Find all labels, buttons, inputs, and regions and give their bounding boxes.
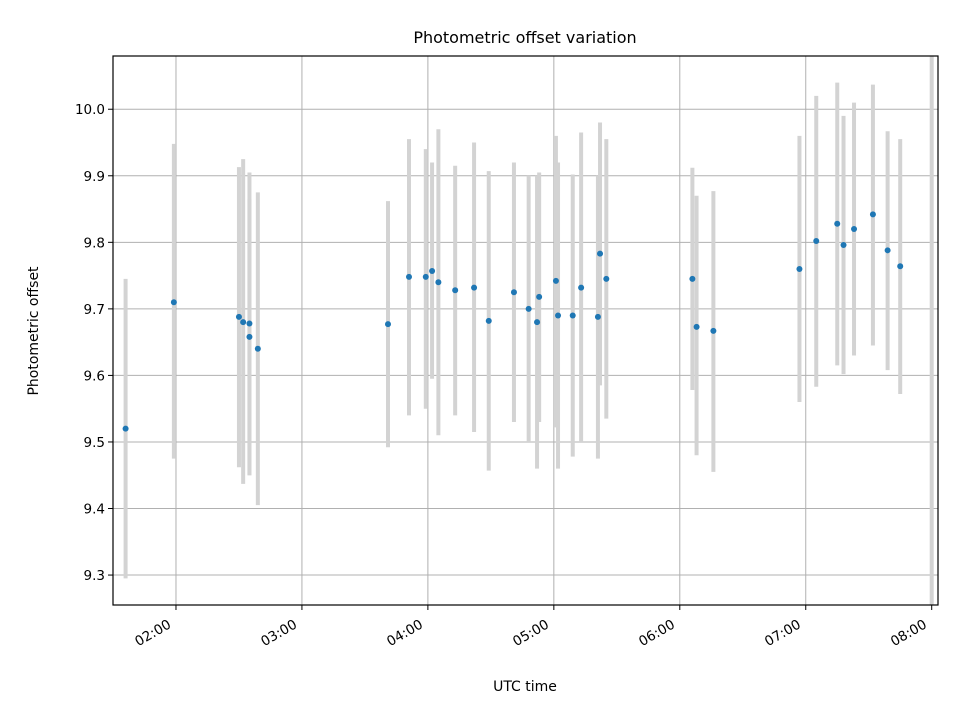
data-point: [429, 267, 436, 274]
data-point: [603, 275, 610, 282]
data-point: [235, 313, 242, 320]
data-point: [693, 323, 700, 330]
data-point: [597, 250, 604, 257]
data-point: [594, 313, 601, 320]
data-point: [813, 237, 820, 244]
data-point: [385, 321, 391, 328]
y-axis-ticks: 9.3 9.4 9.5 9.6 9.7 9.8 9.9 10.0: [75, 102, 113, 584]
data-point: [254, 345, 261, 352]
plot-area-frame: [112, 55, 939, 606]
data-point: [170, 299, 177, 306]
y-tick-label: 9.6: [84, 368, 105, 384]
data-point: [435, 279, 442, 286]
y-tick-label: 10.0: [75, 102, 105, 118]
data-point: [796, 265, 803, 272]
y-tick-label: 9.3: [84, 568, 105, 584]
y-tick-label: 9.8: [84, 235, 105, 251]
data-point: [452, 287, 459, 294]
data-point: [710, 327, 717, 334]
y-tick-label: 9.5: [84, 435, 105, 451]
data-point: [122, 425, 129, 432]
data-point: [840, 241, 847, 248]
y-tick-label: 9.7: [84, 302, 105, 318]
data-point: [869, 211, 876, 218]
data-point: [536, 293, 543, 300]
data-point: [555, 312, 562, 319]
data-point: [240, 319, 247, 326]
chart-title: Photometric offset variation: [413, 28, 636, 47]
y-axis-label: Photometric offset: [26, 266, 42, 396]
data-point: [405, 273, 412, 280]
y-tick-label: 9.4: [84, 502, 105, 518]
y-tick-label: 9.9: [84, 169, 105, 185]
data-point: [884, 247, 891, 254]
data-point: [569, 312, 576, 319]
data-point: [897, 263, 904, 270]
x-axis-label: UTC time: [493, 679, 557, 695]
data-point: [246, 320, 253, 327]
data-point: [552, 277, 559, 284]
data-point: [525, 305, 532, 312]
data-points: [122, 211, 904, 432]
data-point: [578, 284, 585, 291]
data-point: [534, 319, 541, 326]
data-point: [246, 333, 253, 340]
data-point: [689, 275, 696, 282]
data-point: [851, 226, 858, 233]
data-point: [510, 289, 517, 296]
data-point: [485, 317, 492, 324]
data-point: [422, 273, 429, 280]
data-point: [471, 284, 478, 291]
data-point: [834, 220, 841, 227]
